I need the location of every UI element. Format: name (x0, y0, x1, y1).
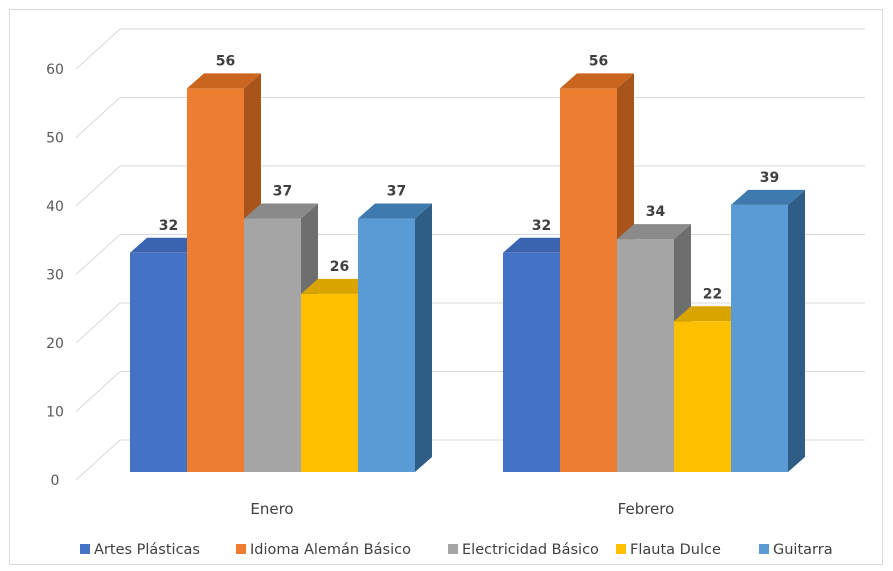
legend-swatch (448, 544, 458, 554)
y-tick-label: 50 (46, 131, 64, 147)
legend-label: Guitarra (773, 542, 833, 558)
bar-top (187, 73, 261, 89)
data-label: 56 (589, 53, 608, 69)
bar-top (301, 278, 375, 294)
legend-label: Artes Plásticas (94, 542, 200, 558)
bar-side (788, 189, 805, 472)
bar-top (617, 224, 691, 240)
y-tick-label: 40 (46, 199, 64, 215)
bar (130, 252, 187, 472)
bar-top (503, 237, 577, 253)
legend-swatch (616, 544, 626, 554)
x-category-label: Febrero (618, 500, 675, 518)
bar (731, 204, 788, 472)
bar (358, 218, 415, 472)
legend-label: Flauta Dulce (630, 542, 721, 558)
gridline-diagonal (75, 371, 121, 412)
gridline-diagonal (75, 97, 121, 138)
x-category-label: Enero (250, 500, 293, 518)
gridline-diagonal (75, 28, 121, 70)
bar-top (130, 237, 204, 253)
y-tick-label: 10 (46, 405, 64, 421)
legend-label: Idioma Alemán Básico (250, 542, 411, 558)
legend-label: Electricidad Básico (462, 542, 599, 558)
y-tick-label: 60 (46, 62, 64, 78)
data-label: 34 (646, 204, 666, 220)
data-label: 22 (703, 286, 722, 302)
y-axis-ticks: 0 10 20 30 40 50 60 (46, 62, 64, 489)
bars (130, 73, 805, 473)
chart-frame: 0 10 20 30 40 50 60 32 56 37 26 37 32 56 34 22 39 Enero… (9, 9, 883, 565)
gridline-diagonal (75, 234, 121, 275)
bar (187, 88, 244, 473)
data-label: 56 (216, 53, 235, 69)
x-axis-labels: Enero Febrero (250, 500, 674, 518)
data-label: 39 (760, 170, 779, 186)
bar-side (415, 203, 432, 473)
legend-swatch (236, 544, 246, 554)
bar-top (358, 203, 432, 219)
y-tick-label: 0 (51, 473, 60, 489)
bar-top (674, 306, 748, 322)
data-label: 32 (159, 218, 178, 234)
gridline-diagonal (75, 439, 121, 481)
bar (560, 88, 617, 473)
bar-top (731, 189, 805, 205)
legend-swatch (759, 544, 769, 554)
legend-swatch (80, 544, 90, 554)
gridline-diagonal (75, 165, 121, 207)
data-label: 26 (330, 259, 349, 275)
bar-top (560, 73, 634, 89)
bar (674, 321, 731, 472)
bar-chart: 0 10 20 30 40 50 60 32 56 37 26 37 32 56 34 22 39 Enero… (46, 28, 865, 558)
bar (301, 293, 358, 472)
bar (617, 239, 674, 472)
bar (503, 252, 560, 472)
legend: Artes Plásticas Idioma Alemán Básico Elect… (80, 542, 833, 558)
data-label: 37 (273, 184, 292, 200)
data-label: 37 (387, 184, 406, 200)
y-tick-label: 20 (46, 336, 64, 352)
data-label: 32 (532, 218, 551, 234)
bar-top (244, 203, 318, 219)
bar (244, 218, 301, 472)
y-tick-label: 30 (46, 268, 64, 284)
data-labels: 32 56 37 26 37 32 56 34 22 39 (159, 53, 779, 302)
gridline-diagonal (75, 302, 121, 344)
